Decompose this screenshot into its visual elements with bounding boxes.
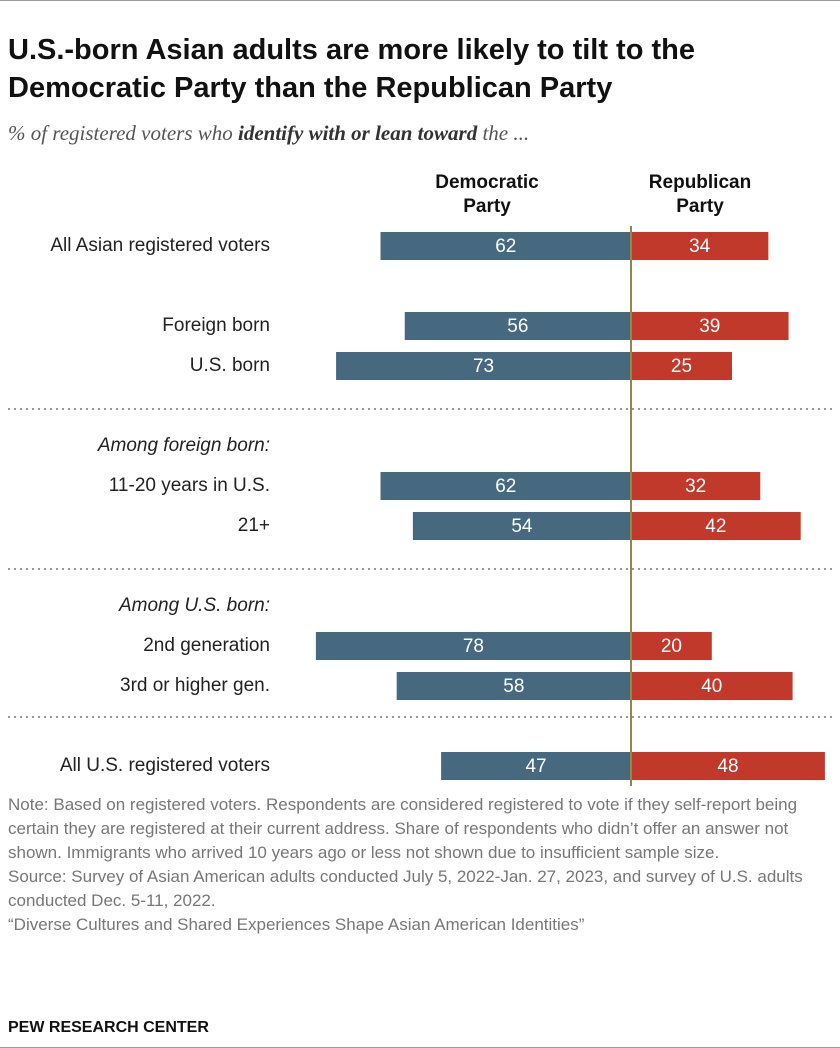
report-title: “Diverse Cultures and Shared Experiences… [8, 915, 585, 934]
subtitle: % of registered voters who identify with… [8, 121, 529, 146]
subtitle-text: % of registered voters who [8, 121, 233, 145]
value-label: 20 [661, 636, 682, 657]
source: Source: Survey of Asian American adults … [8, 867, 803, 910]
credit: PEW RESEARCH CENTER [8, 1019, 209, 1036]
category-label: 2nd generation [143, 635, 270, 656]
note: Note: Based on registered voters. Respon… [8, 795, 798, 862]
bar [336, 352, 631, 380]
bar [631, 232, 769, 260]
bar [631, 752, 825, 780]
bar [631, 512, 801, 540]
value-label: 48 [717, 756, 738, 777]
bar [441, 752, 631, 780]
value-label: 32 [685, 476, 706, 497]
value-label: 62 [495, 476, 516, 497]
category-label: All Asian registered voters [50, 235, 270, 256]
value-label: 54 [511, 516, 533, 537]
bar [396, 672, 631, 700]
value-label: 73 [473, 356, 494, 377]
legend-entry: Democratic Party [435, 172, 539, 217]
category-label: 21+ [238, 515, 270, 536]
bar [412, 512, 631, 540]
notes: Note: Based on registered voters. Respon… [8, 793, 838, 937]
value-label: 58 [503, 676, 524, 697]
value-label: 34 [689, 236, 711, 257]
bar [631, 632, 712, 660]
bar [631, 312, 789, 340]
bar [380, 472, 631, 500]
value-label: 62 [495, 236, 516, 257]
value-label: 56 [507, 316, 528, 337]
bar [315, 632, 631, 660]
value-label: 47 [525, 756, 546, 777]
subtitle-emphasis: identify with or lean toward [238, 121, 478, 145]
bar [631, 472, 761, 500]
legend-entry: Republican Party [648, 172, 752, 217]
group-header: Among U.S. born: [118, 595, 270, 616]
value-label: 40 [701, 676, 722, 697]
bar [404, 312, 631, 340]
subtitle-text: the ... [482, 121, 530, 145]
bar [631, 672, 793, 700]
value-label: 78 [463, 636, 484, 657]
value-label: 39 [699, 316, 720, 337]
category-label: 11-20 years in U.S. [109, 475, 270, 496]
group-header: Among foreign born: [97, 435, 270, 456]
value-label: 25 [671, 356, 692, 377]
bar [631, 352, 732, 380]
value-label: 42 [705, 516, 726, 537]
category-label: Foreign born [162, 315, 270, 336]
category-label: 3rd or higher gen. [120, 675, 270, 696]
bar [380, 232, 631, 260]
chart-title: U.S.-born Asian adults are more likely t… [8, 34, 695, 104]
category-label: U.S. born [190, 355, 270, 376]
category-label: All U.S. registered voters [60, 755, 270, 776]
